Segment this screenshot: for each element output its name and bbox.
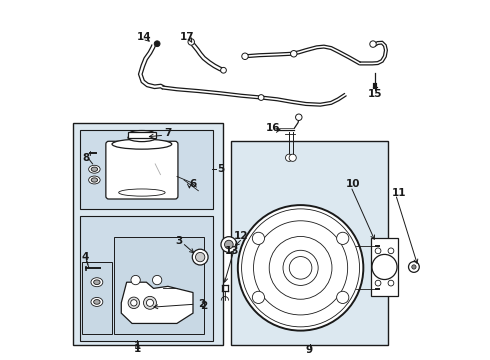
Ellipse shape: [91, 167, 98, 171]
Circle shape: [188, 39, 195, 45]
Text: 1: 1: [134, 341, 141, 351]
Circle shape: [220, 67, 226, 73]
Text: 17: 17: [180, 32, 195, 41]
Ellipse shape: [128, 134, 156, 141]
Circle shape: [375, 248, 381, 254]
Circle shape: [375, 280, 381, 286]
Text: 2: 2: [154, 299, 206, 309]
Circle shape: [221, 237, 237, 252]
Circle shape: [286, 154, 293, 161]
Ellipse shape: [94, 300, 100, 304]
Circle shape: [258, 95, 264, 100]
Circle shape: [412, 265, 416, 269]
Circle shape: [242, 53, 248, 59]
Text: 8: 8: [83, 153, 90, 163]
Text: 4: 4: [82, 252, 89, 262]
Text: 11: 11: [392, 188, 406, 198]
Circle shape: [337, 291, 349, 303]
Circle shape: [152, 275, 162, 285]
Circle shape: [289, 257, 312, 279]
Circle shape: [131, 275, 140, 285]
Ellipse shape: [112, 139, 172, 149]
Text: 9: 9: [306, 345, 313, 355]
Polygon shape: [122, 282, 193, 323]
FancyBboxPatch shape: [80, 216, 213, 341]
Ellipse shape: [89, 176, 100, 184]
FancyBboxPatch shape: [73, 123, 223, 345]
FancyBboxPatch shape: [80, 130, 213, 209]
Ellipse shape: [91, 297, 103, 306]
Ellipse shape: [129, 131, 154, 136]
Circle shape: [144, 296, 156, 309]
Circle shape: [224, 240, 233, 249]
Circle shape: [154, 41, 160, 46]
Circle shape: [238, 205, 364, 330]
FancyBboxPatch shape: [371, 238, 398, 296]
Ellipse shape: [91, 178, 98, 182]
Circle shape: [196, 252, 205, 262]
Circle shape: [131, 300, 137, 306]
FancyBboxPatch shape: [231, 140, 389, 345]
Text: 12: 12: [233, 231, 248, 240]
Circle shape: [388, 280, 394, 286]
Text: 10: 10: [345, 179, 360, 189]
Ellipse shape: [94, 280, 100, 284]
Circle shape: [291, 50, 297, 57]
Ellipse shape: [89, 165, 100, 173]
FancyBboxPatch shape: [82, 262, 112, 334]
Text: 15: 15: [368, 89, 382, 99]
FancyBboxPatch shape: [128, 132, 155, 138]
FancyBboxPatch shape: [114, 237, 204, 334]
Circle shape: [128, 297, 140, 309]
Circle shape: [252, 291, 265, 303]
Circle shape: [337, 232, 349, 244]
FancyBboxPatch shape: [106, 141, 178, 199]
Text: 5: 5: [217, 164, 224, 174]
Text: 6: 6: [189, 179, 196, 189]
Circle shape: [295, 114, 302, 121]
Circle shape: [289, 154, 296, 161]
Text: 1: 1: [134, 343, 141, 354]
Circle shape: [192, 249, 208, 265]
Text: 3: 3: [175, 236, 182, 246]
Circle shape: [370, 41, 376, 47]
Circle shape: [388, 248, 394, 254]
Circle shape: [409, 262, 419, 273]
Circle shape: [252, 232, 265, 244]
Ellipse shape: [91, 278, 103, 287]
Text: 16: 16: [266, 123, 280, 133]
Text: 13: 13: [225, 246, 239, 256]
Text: 2: 2: [200, 301, 207, 311]
Text: 14: 14: [137, 32, 151, 41]
Text: 7: 7: [164, 129, 171, 138]
Circle shape: [147, 299, 153, 306]
